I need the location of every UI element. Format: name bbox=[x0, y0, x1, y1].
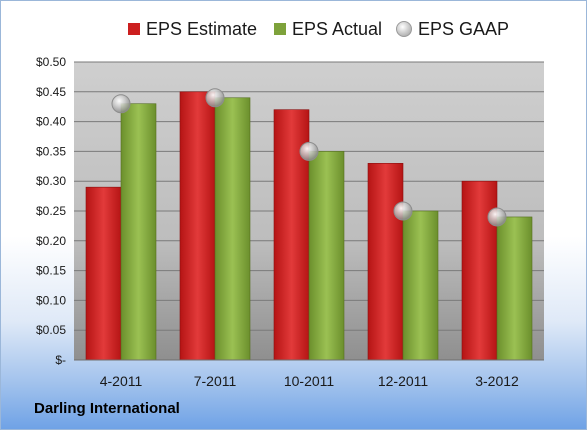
marker-eps-gaap bbox=[299, 141, 319, 161]
y-tick-label: $- bbox=[55, 353, 66, 367]
bar-eps-actual bbox=[120, 103, 157, 361]
legend-swatch-eps-actual bbox=[274, 23, 286, 35]
legend-marker-eps-gaap bbox=[396, 21, 412, 37]
y-tick-label: $0.10 bbox=[36, 293, 66, 307]
marker-eps-gaap bbox=[205, 88, 225, 108]
legend-label-eps-actual: EPS Actual bbox=[292, 18, 383, 39]
y-tick-label: $0.15 bbox=[36, 264, 66, 278]
y-tick-label: $0.35 bbox=[36, 144, 66, 158]
legend-item-eps-estimate: EPS Estimate bbox=[128, 14, 257, 44]
bar-eps-actual bbox=[308, 151, 345, 361]
marker-eps-gaap bbox=[111, 94, 131, 114]
legend-item-eps-gaap: EPS GAAP bbox=[396, 14, 509, 44]
x-tick-label: 10-2011 bbox=[284, 373, 335, 389]
y-tick-label: $0.40 bbox=[36, 115, 66, 129]
legend-label-eps-estimate: EPS Estimate bbox=[146, 18, 258, 39]
bar-eps-actual bbox=[402, 210, 439, 361]
y-tick-label: $0.25 bbox=[36, 204, 66, 218]
x-tick-label: 7-2011 bbox=[194, 373, 237, 389]
y-tick-label: $0.05 bbox=[36, 323, 66, 337]
bar-eps-estimate bbox=[367, 163, 404, 361]
bar-eps-actual bbox=[496, 216, 533, 361]
bar-eps-actual bbox=[214, 97, 251, 361]
chart-legend: EPS Estimate EPS Actual EPS GAAP bbox=[0, 14, 587, 44]
y-tick-label: $0.45 bbox=[36, 85, 66, 99]
x-tick-label: 4-2011 bbox=[100, 373, 143, 389]
plot-area: $- $0.05 $0.10 $0.15 $0.20 $0.25 $0.30 $0.35 $0.… bbox=[36, 55, 544, 389]
bar-eps-estimate bbox=[461, 180, 498, 361]
bar-eps-estimate bbox=[85, 186, 122, 361]
bar-eps-estimate bbox=[179, 91, 216, 361]
marker-eps-gaap bbox=[393, 201, 413, 221]
x-tick-label: 12-2011 bbox=[378, 373, 429, 389]
x-tick-label: 3-2012 bbox=[475, 373, 519, 389]
y-tick-label: $0.50 bbox=[36, 55, 66, 69]
legend-item-eps-actual: EPS Actual bbox=[274, 14, 382, 44]
legend-label-eps-gaap: EPS GAAP bbox=[418, 18, 510, 39]
company-name: Darling International bbox=[34, 400, 180, 417]
y-tick-label: $0.20 bbox=[36, 234, 66, 248]
legend-swatch-eps-estimate bbox=[128, 23, 140, 35]
marker-eps-gaap bbox=[487, 207, 507, 227]
y-tick-label: $0.30 bbox=[36, 174, 66, 188]
